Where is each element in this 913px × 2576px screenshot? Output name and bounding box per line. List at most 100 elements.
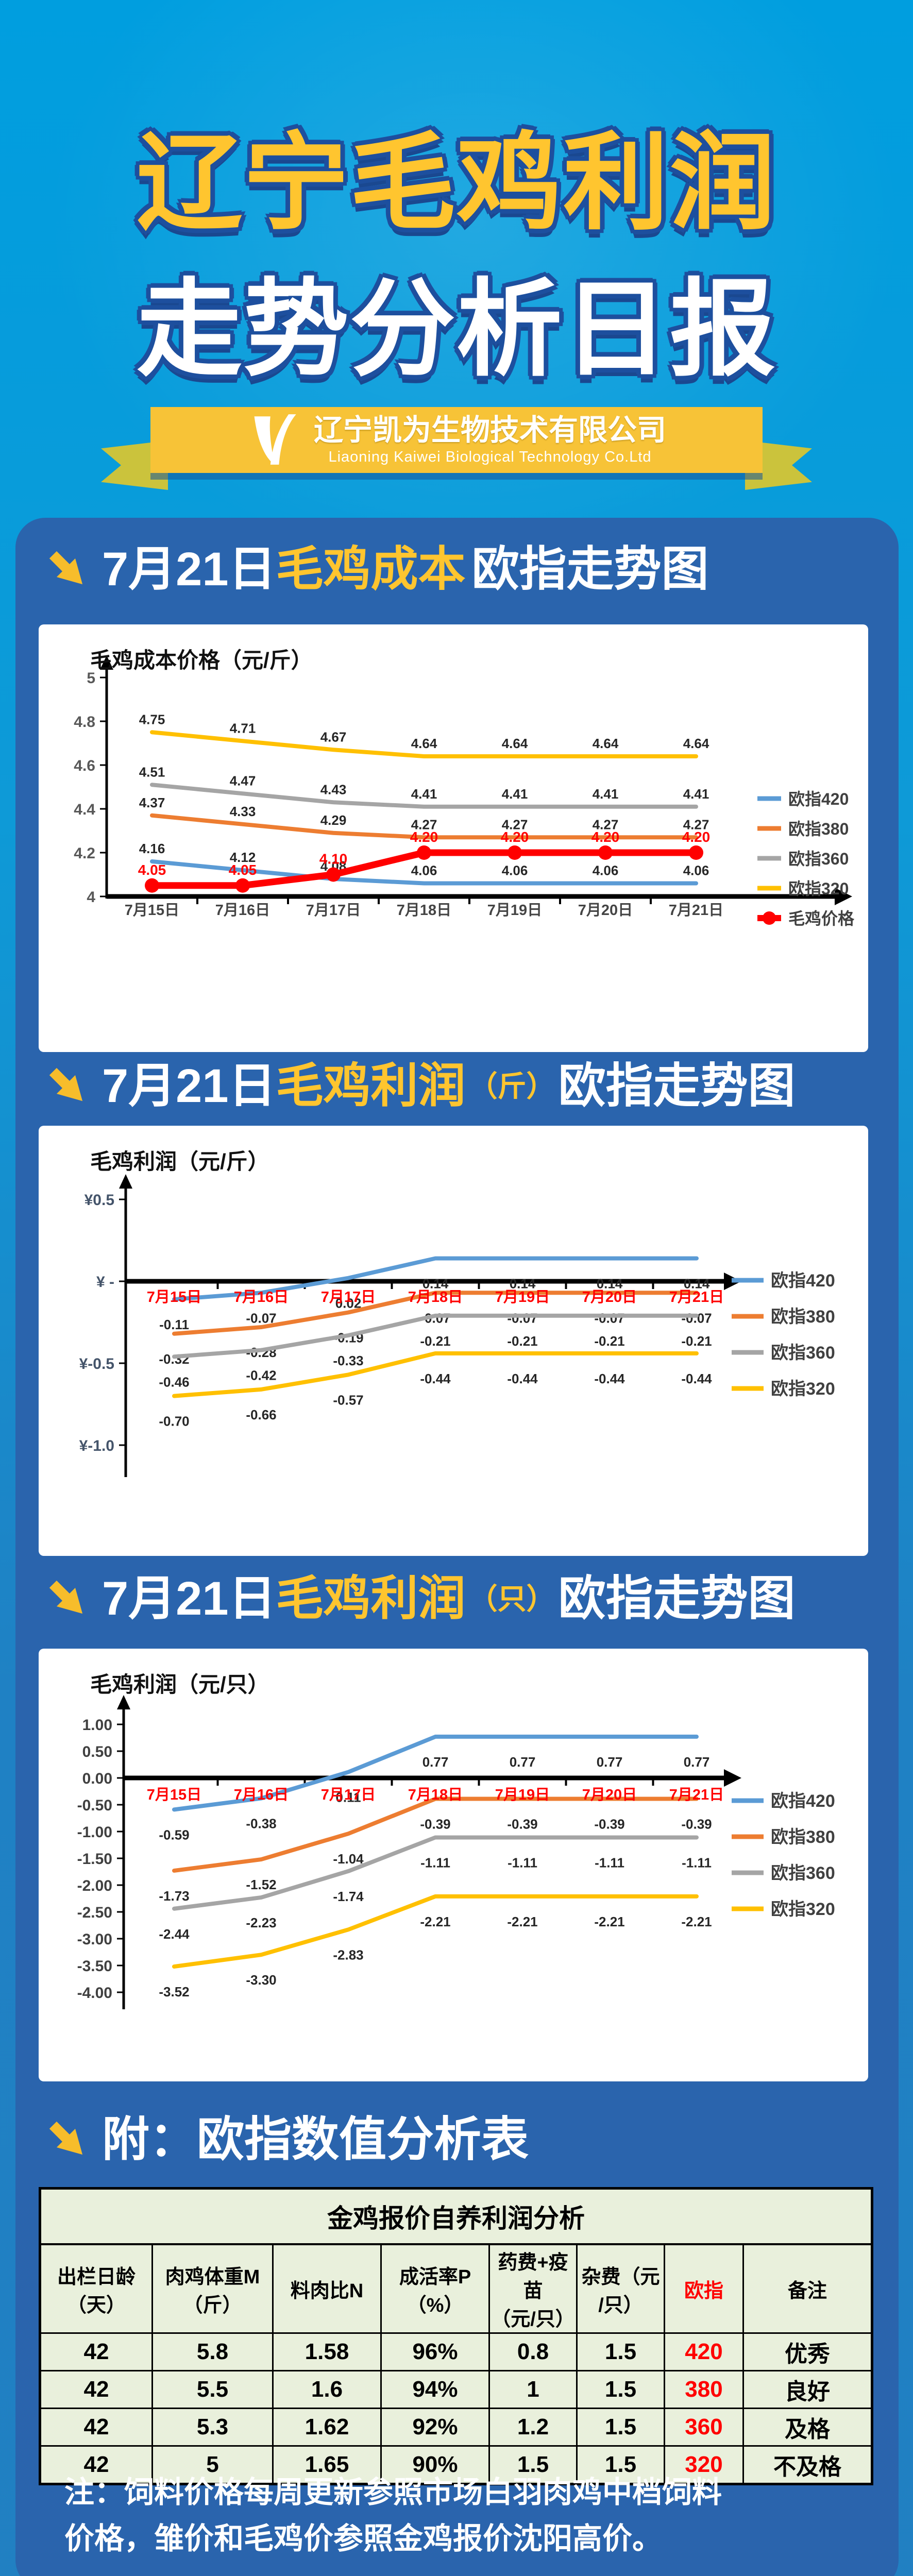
- analysis-table-body: 42 5.8 1.58 96% 0.8 1.5 420 优秀 42 5.5 1.6 94% 1 1.5 38…: [39, 2332, 873, 2485]
- svg-text:4.27: 4.27: [683, 817, 709, 832]
- svg-text:欧指420: 欧指420: [788, 790, 849, 808]
- svg-text:-4.00: -4.00: [77, 1985, 112, 2002]
- svg-text:0.14: 0.14: [597, 1276, 623, 1291]
- svg-text:-0.07: -0.07: [681, 1310, 712, 1326]
- svg-text:7月21日: 7月21日: [669, 902, 723, 919]
- series-欧指320: -3.52 -3.30 -2.83 -2.21 -2.21 -2.21 -2.21: [159, 1894, 712, 1999]
- company-name-cn: 辽宁凯为生物技术有限公司: [314, 414, 666, 447]
- table-cell: 0.8: [488, 2332, 578, 2371]
- section-title-prefix: 7月21日: [102, 543, 276, 596]
- svg-text:7月15日: 7月15日: [147, 1289, 201, 1306]
- table-cell: 1.5: [576, 2408, 665, 2447]
- svg-text:-0.66: -0.66: [246, 1407, 276, 1422]
- svg-text:欧指360: 欧指360: [771, 1863, 835, 1883]
- x-labels: 7月15日 7月16日 7月17日 7月18日 7月19日 7月20日 7月21日: [125, 902, 723, 919]
- profit-bird-chart-title: 毛鸡利润（元/只）: [90, 1672, 269, 1697]
- table-cell: 1.5: [576, 2332, 665, 2371]
- legend: 欧指420 欧指380 欧指360 欧指320: [732, 1271, 835, 1399]
- series-欧指360: -2.44 -2.23 -1.74 -1.11 -1.11 -1.11 -1.11: [159, 1835, 712, 1942]
- svg-text:0.14: 0.14: [684, 1276, 710, 1291]
- svg-text:7月20日: 7月20日: [578, 902, 633, 919]
- svg-text:-0.21: -0.21: [681, 1333, 712, 1349]
- legend: 欧指420 欧指380 欧指360 欧指320: [732, 1791, 835, 1919]
- svg-text:-1.50: -1.50: [77, 1851, 112, 1868]
- table-cell: 5.3: [151, 2408, 274, 2447]
- svg-text:0.77: 0.77: [510, 1754, 536, 1770]
- col-header-fcr: 料肉比N: [272, 2243, 382, 2334]
- svg-text:4.27: 4.27: [502, 817, 528, 832]
- col-header-age: 出栏日龄 （天）: [39, 2243, 153, 2334]
- table-row: 42 5 1.65 90% 1.5 1.5 320 不及格: [39, 2445, 873, 2485]
- svg-text:4.2: 4.2: [74, 845, 95, 862]
- svg-text:4.64: 4.64: [593, 736, 619, 751]
- svg-text:7月16日: 7月16日: [234, 1787, 289, 1803]
- svg-text:0.77: 0.77: [597, 1754, 623, 1770]
- svg-text:7月17日: 7月17日: [321, 1787, 376, 1803]
- svg-text:欧指380: 欧指380: [771, 1827, 835, 1847]
- svg-text:-0.59: -0.59: [159, 1827, 189, 1842]
- svg-text:7月18日: 7月18日: [408, 1787, 463, 1803]
- table-title: 金鸡报价自养利润分析: [39, 2188, 873, 2245]
- svg-text:0.14: 0.14: [422, 1276, 449, 1291]
- table-cell: 380: [664, 2370, 744, 2409]
- section-title-suffix: 欧指走势图: [558, 1572, 796, 1625]
- svg-text:4.12: 4.12: [230, 850, 256, 865]
- svg-text:4.20: 4.20: [410, 829, 438, 845]
- table-cell: 5.5: [151, 2370, 274, 2409]
- svg-text:4.43: 4.43: [320, 782, 347, 797]
- svg-text:7月20日: 7月20日: [582, 1289, 637, 1306]
- svg-text:-3.30: -3.30: [246, 1972, 276, 1988]
- svg-text:-1.11: -1.11: [420, 1855, 450, 1870]
- series-欧指360: 4.51 4.47 4.43 4.41 4.41 4.41 4.41: [139, 764, 709, 809]
- svg-text:7月20日: 7月20日: [582, 1787, 637, 1803]
- section-arrow-icon: [49, 551, 83, 584]
- svg-text:4.05: 4.05: [229, 862, 257, 878]
- svg-text:欧指360: 欧指360: [788, 850, 849, 868]
- table-cell: 5: [151, 2445, 274, 2485]
- table-cell: 320: [664, 2445, 744, 2485]
- svg-text:4.4: 4.4: [74, 801, 95, 818]
- axes: 1.00 0.50 0.00 -0.50 -1.00 -1.50 -2.00 -2.50 -3.…: [77, 1695, 741, 2009]
- table-cell: 1: [488, 2370, 578, 2409]
- svg-text:-1.00: -1.00: [77, 1824, 112, 1841]
- svg-text:4.29: 4.29: [320, 812, 347, 828]
- svg-text:-1.73: -1.73: [159, 1888, 189, 1904]
- svg-text:4.41: 4.41: [593, 786, 619, 802]
- profit-jin-chart: ¥0.5¥ -¥-0.5¥-1.0-0.11 -0.070.020.14 0.14 0…: [79, 1174, 835, 1477]
- table-cell: 92%: [380, 2408, 490, 2447]
- svg-text:7月18日: 7月18日: [397, 902, 451, 919]
- svg-text:-2.00: -2.00: [77, 1877, 112, 1894]
- svg-text:5: 5: [87, 670, 95, 687]
- section-title-unit: （斤）: [468, 1070, 555, 1103]
- series-欧指380: -0.32 -0.28-0.19-0.07 -0.07 -0.07 -0.07: [159, 1291, 712, 1367]
- table-cell: 42: [39, 2445, 153, 2485]
- section-title-prefix: 7月21日: [102, 1060, 276, 1112]
- svg-text:4.06: 4.06: [411, 863, 437, 878]
- svg-text:¥-1.0: ¥-1.0: [79, 1437, 114, 1454]
- col-header-weight: 肉鸡体重M （斤）: [151, 2243, 274, 2334]
- section-arrow-icon: [49, 2121, 83, 2155]
- series-欧指420: -0.11 -0.070.020.14 0.14 0.14 0.14: [159, 1256, 710, 1332]
- note-text: 注：饲料价格每周更新参照市场白羽肉鸡中档饲料价格，雏价和毛鸡价参照金鸡报价沈阳高…: [64, 2476, 722, 2555]
- table-cell: 1.5: [488, 2445, 578, 2485]
- col-header-misc: 杂费（元 /只）: [576, 2243, 665, 2334]
- svg-text:欧指380: 欧指380: [788, 820, 849, 838]
- section-title-profit-bird: 7月21日 毛鸡利润 （只） 欧指走势图: [45, 1572, 796, 1625]
- svg-text:7月19日: 7月19日: [495, 1289, 550, 1306]
- svg-text:0.77: 0.77: [422, 1754, 449, 1770]
- section-title-cost: 7月21日 毛鸡成本 欧指走势图: [45, 543, 709, 596]
- profit-bird-chart: 1.00 0.50 0.00 -0.50 -1.00 -1.50 -2.00 -2.50 -3.…: [77, 1695, 835, 2009]
- series-欧指320: -0.70 -0.66 -0.57 -0.44 -0.44 -0.44 -0.44: [159, 1351, 712, 1429]
- svg-text:4.67: 4.67: [320, 729, 347, 744]
- svg-text:-3.50: -3.50: [77, 1958, 112, 1975]
- svg-text:欧指420: 欧指420: [771, 1271, 835, 1291]
- table-cell: 360: [664, 2408, 744, 2447]
- svg-text:欧指360: 欧指360: [771, 1343, 835, 1363]
- axes: 5 4.8 4.6 4.4 4.2 4: [74, 655, 852, 906]
- svg-text:7月18日: 7月18日: [408, 1289, 463, 1306]
- main-panel: 7月21日 毛鸡成本 欧指走势图 5 4.8 4.6 4.4 4.2 4 4.75 4.71 4.6…: [15, 518, 899, 2576]
- section-title-highlight: 毛鸡成本: [276, 543, 466, 596]
- report-title-line1: 辽宁毛鸡利润: [137, 124, 776, 242]
- svg-text:7月17日: 7月17日: [321, 1289, 376, 1306]
- cost-chart-card: 5 4.8 4.6 4.4 4.2 4 4.75 4.71 4.67 4.64 4.64 4.64 4.…: [39, 624, 868, 1052]
